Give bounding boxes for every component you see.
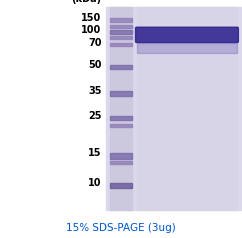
Text: 50: 50 [88, 60, 102, 70]
Text: 10: 10 [88, 178, 102, 188]
Bar [110, 161, 132, 164]
Text: 15: 15 [88, 149, 102, 159]
Text: (kDa): (kDa) [72, 0, 102, 4]
Text: 15% SDS-PAGE (3ug): 15% SDS-PAGE (3ug) [66, 223, 176, 233]
Bar [110, 25, 132, 28]
Bar [110, 154, 132, 159]
Bar [137, 43, 237, 53]
Text: 25: 25 [88, 111, 102, 121]
Bar [110, 116, 132, 120]
Bar [110, 91, 132, 96]
Bar [110, 30, 132, 34]
Bar [110, 7, 132, 210]
Text: 150: 150 [81, 13, 102, 23]
Bar [110, 183, 132, 188]
Bar [110, 18, 132, 22]
Text: 35: 35 [88, 86, 102, 96]
Bar [110, 124, 132, 127]
Bar [106, 7, 242, 210]
Bar [110, 65, 132, 69]
Text: 70: 70 [88, 38, 102, 48]
Bar [137, 7, 237, 210]
Bar [110, 36, 132, 40]
Text: 100: 100 [81, 25, 102, 35]
Bar [110, 43, 132, 46]
FancyBboxPatch shape [136, 27, 238, 43]
